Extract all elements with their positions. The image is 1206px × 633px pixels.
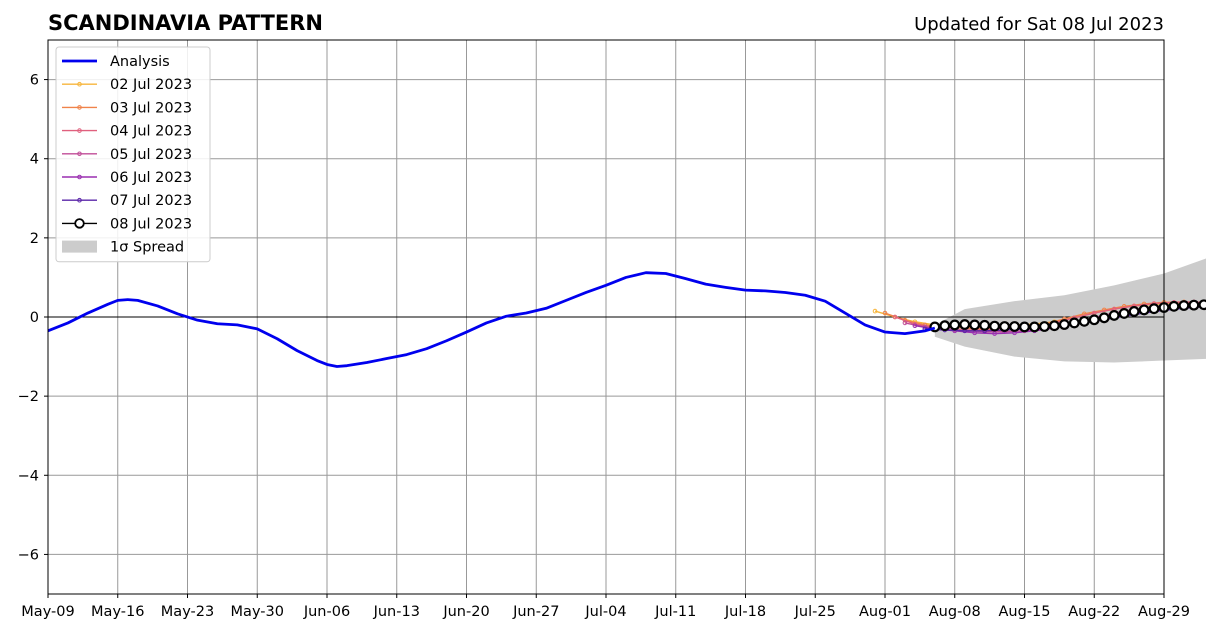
forecast-point	[1019, 321, 1030, 333]
forecast-point	[1168, 300, 1180, 312]
x-tick-label: Jul-04	[584, 604, 626, 620]
y-tick-label: −2	[18, 389, 39, 405]
legend-marker	[77, 128, 82, 133]
legend-box	[55, 46, 211, 263]
x-tick-label: Aug-22	[1068, 604, 1120, 620]
forecast-point	[999, 321, 1010, 332]
legend-label: 04 Jul 2023	[110, 124, 192, 140]
x-tick-label: Jun-20	[442, 604, 489, 620]
forecast-point	[1048, 320, 1060, 332]
y-tick-label: 6	[30, 73, 39, 89]
x-tick-label: Jul-11	[654, 604, 696, 620]
x-tick-label: Aug-15	[999, 604, 1051, 620]
forecast-point	[1068, 317, 1080, 329]
x-tick-label: Aug-08	[929, 604, 981, 620]
spread-layer	[934, 258, 1206, 363]
legend-marker	[77, 174, 82, 180]
y-tick-label: −4	[18, 468, 39, 484]
x-tick-label: Jun-13	[373, 604, 420, 620]
legend-swatch	[62, 240, 97, 253]
legend-label: 1σ Spread	[110, 240, 184, 256]
forecast-point	[1148, 303, 1160, 315]
forecast-point	[959, 319, 971, 330]
forecast-point	[1098, 312, 1110, 324]
x-tick-label: Jun-06	[303, 604, 350, 620]
forecast-point	[1138, 304, 1150, 316]
forecast-point	[1198, 299, 1206, 311]
legend-label: Analysis	[110, 54, 170, 70]
forecast-point	[1029, 321, 1040, 333]
forecast-point	[1009, 321, 1020, 332]
forecast-point	[1188, 299, 1200, 311]
forecast-point	[979, 319, 991, 331]
legend-label: 02 Jul 2023	[110, 77, 192, 93]
x-tick-label: May-09	[21, 604, 74, 620]
chart-subtitle: Updated for Sat 08 Jul 2023	[914, 14, 1164, 35]
spread-band	[934, 258, 1206, 363]
forecast-point	[1078, 315, 1090, 327]
x-tick-label: May-23	[161, 604, 214, 620]
x-tick-label: May-30	[231, 604, 284, 620]
forecast-point	[1088, 314, 1100, 326]
x-tick-label: Aug-29	[1138, 604, 1190, 620]
forecast-point	[992, 331, 997, 336]
forecast-point	[882, 310, 888, 316]
x-tick-label: Jul-18	[724, 604, 766, 620]
x-tick-label: Jul-25	[794, 604, 836, 620]
x-tick-label: May-16	[91, 604, 144, 620]
legend-label: 05 Jul 2023	[110, 147, 192, 163]
legend-label: 06 Jul 2023	[110, 170, 192, 186]
chart-title: SCANDINAVIA PATTERN	[48, 11, 323, 35]
forecast-point	[872, 308, 878, 314]
forecast-point	[969, 319, 981, 331]
x-tick-label: Aug-01	[859, 604, 911, 620]
y-tick-label: −6	[18, 547, 39, 563]
forecast-point	[1118, 308, 1130, 319]
forecast-point	[1108, 310, 1120, 321]
forecast-point	[949, 319, 961, 331]
forecast-point	[1128, 306, 1140, 317]
series-layer	[47, 271, 1206, 368]
forecast-point	[1178, 300, 1190, 311]
legend-marker	[77, 105, 82, 110]
legend: Analysis 02 Jul 2023 03 Jul 2023 04 Jul 202…	[55, 46, 211, 263]
legend-label: 07 Jul 2023	[110, 193, 192, 209]
legend-marker	[77, 197, 82, 203]
axis-ticks: May-09 May-16 May-23 May-30 Jun-06 Jun-13 Jun-…	[18, 73, 1190, 620]
legend-marker	[77, 81, 82, 87]
analysis-line	[47, 271, 936, 368]
legend-marker	[74, 218, 85, 229]
forecast-point	[892, 314, 898, 320]
forecast-point	[1039, 321, 1050, 332]
legend-marker	[77, 151, 82, 157]
forecast-point	[902, 320, 908, 326]
y-tick-label: 2	[30, 231, 39, 247]
y-tick-label: 0	[30, 310, 39, 326]
forecast-point	[989, 320, 1001, 332]
forecast-point	[939, 320, 951, 332]
y-tick-label: 4	[30, 152, 39, 168]
forecast-point	[912, 323, 918, 329]
legend-label: 03 Jul 2023	[110, 100, 192, 116]
forecast-point	[1058, 319, 1070, 330]
x-tick-label: Jun-27	[512, 604, 559, 620]
legend-label: 08 Jul 2023	[110, 216, 192, 232]
